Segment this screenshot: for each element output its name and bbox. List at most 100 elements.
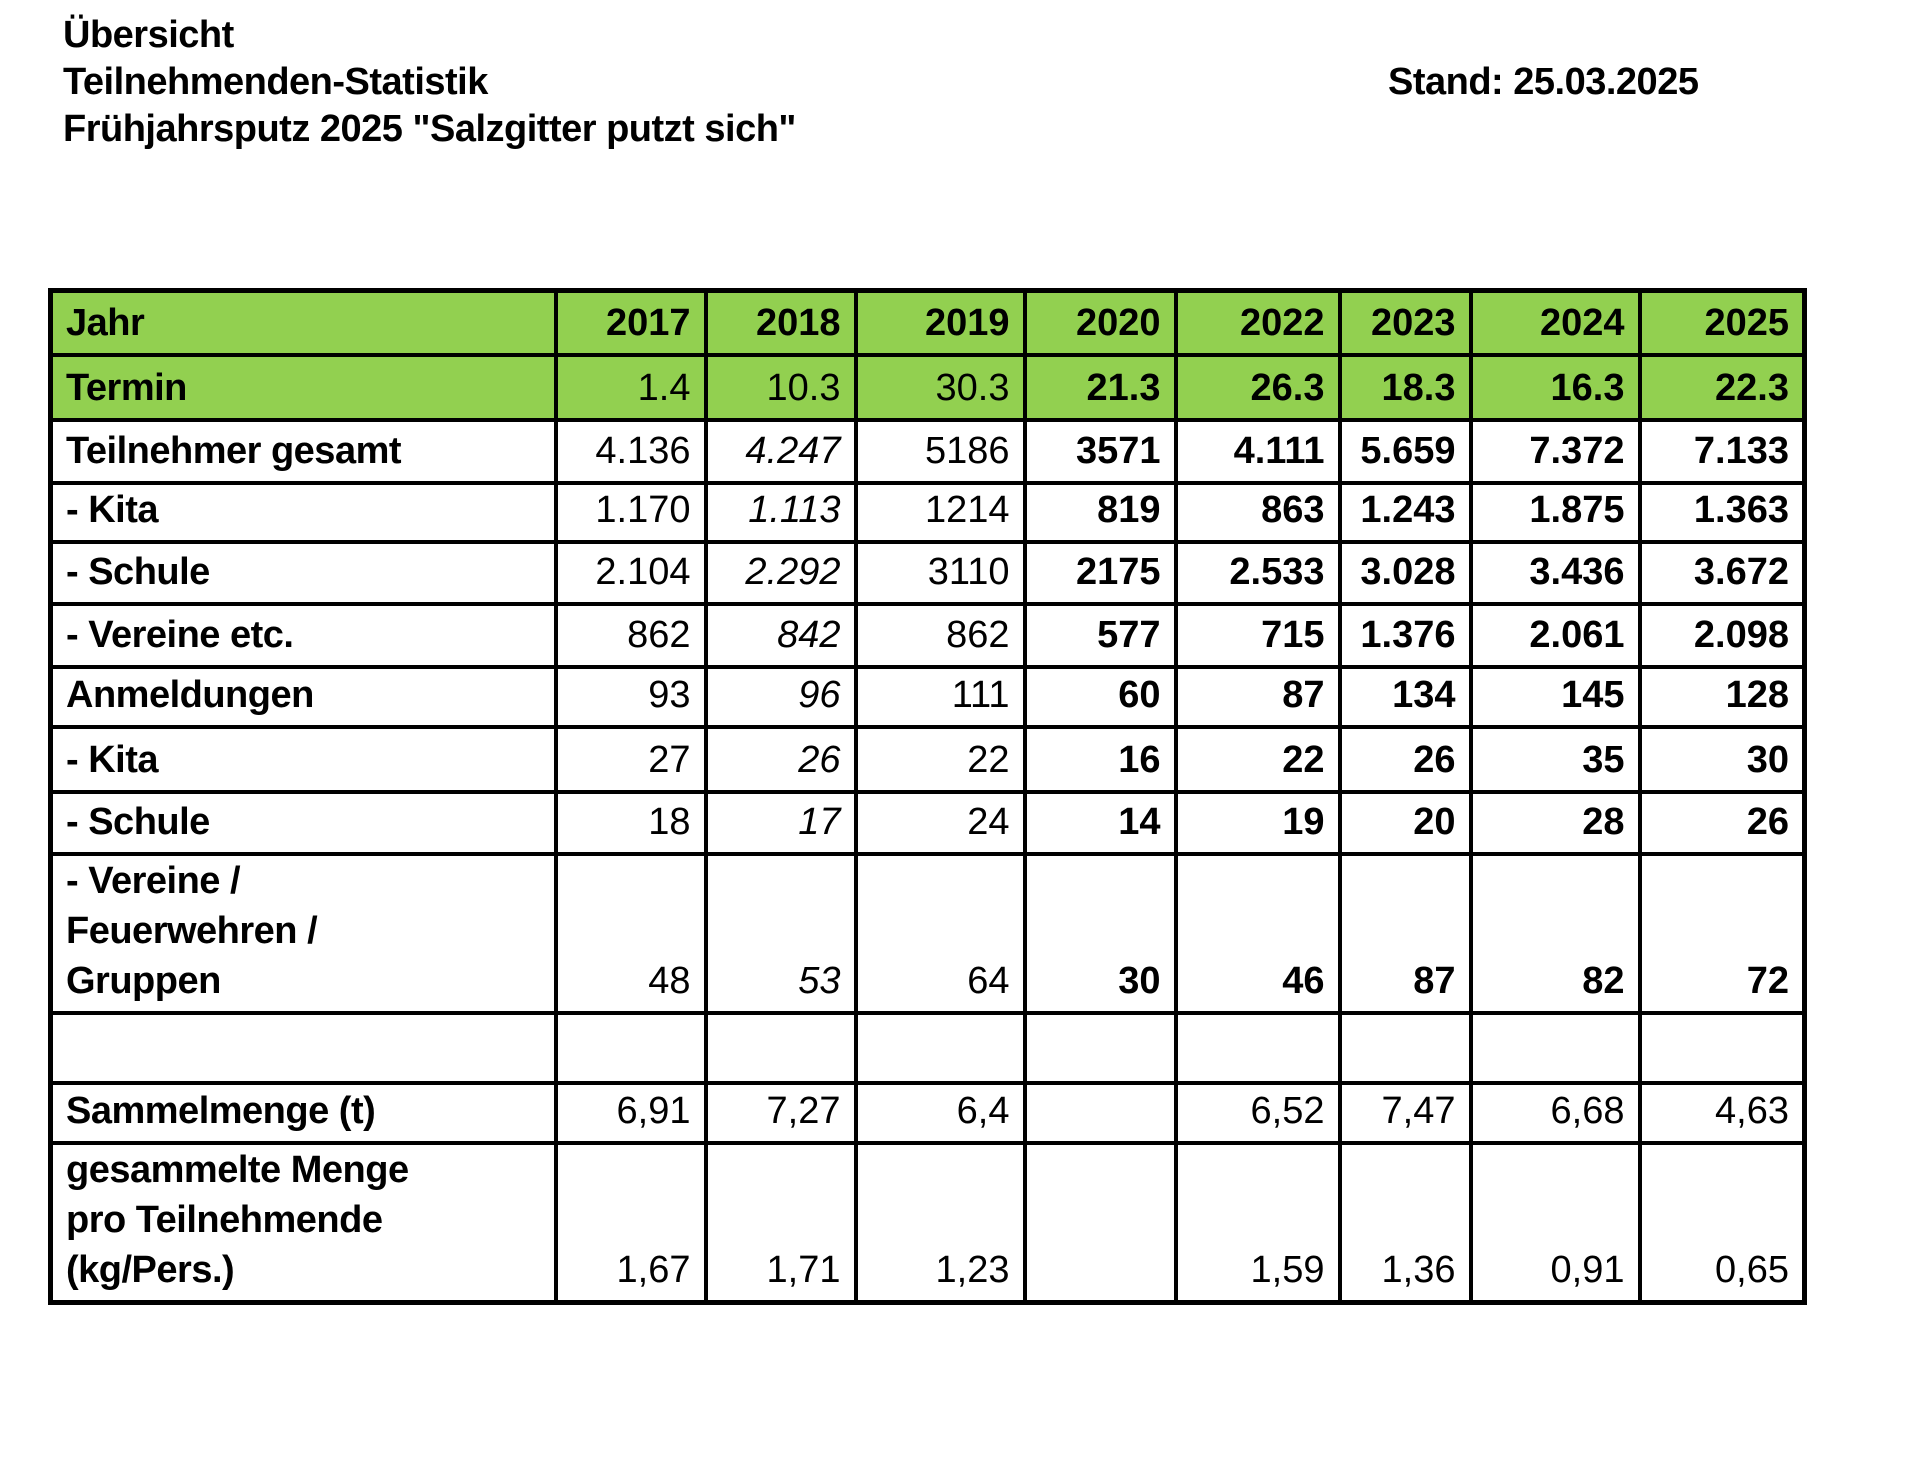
cell-value: 862	[853, 601, 1027, 669]
table-row: Teilnehmer gesamt 4.136 4.247 5186 3571 4.111…	[48, 417, 1807, 485]
cell-value: 16.3	[1468, 352, 1642, 422]
table-row: - Kita 1.170 1.113 1214 819 863 1.243 1.875 1.36…	[48, 480, 1807, 544]
row-label: - Kita	[48, 724, 558, 794]
cell-value: 7.372	[1468, 417, 1642, 485]
cell-value: 7.133	[1637, 417, 1807, 485]
table-row: Termin 1.4 10.3 30.3 21.3 26.3 18.3 16.3 22.3	[48, 352, 1807, 422]
table-row: gesammelte Menge pro Teilnehmende (kg/Pe…	[48, 1140, 1807, 1304]
title-line-3: Frühjahrsputz 2025 "Salzgitter putzt sic…	[63, 108, 796, 150]
cell-value: 1.376	[1337, 601, 1473, 669]
table-body: Jahr 2017 2018 2019 2020 2022 2023 2024 2025 Term…	[48, 288, 1807, 1304]
cell-value: 30	[1637, 724, 1807, 794]
table-row: - Kita 27 26 22 16 22 26 35 30	[48, 724, 1807, 794]
table-row: Sammelmenge (t) 6,91 7,27 6,4 6,52 7,47 6,68 4,…	[48, 1080, 1807, 1145]
row-label: Sammelmenge (t)	[48, 1080, 558, 1145]
cell-value: 2024	[1468, 288, 1642, 357]
cell-value: 1,67	[553, 1140, 708, 1304]
cell-value: 862	[553, 601, 708, 669]
cell-value: 2.292	[703, 539, 858, 606]
cell-value: 7,47	[1337, 1080, 1473, 1145]
table-row: - Vereine etc. 862 842 862 577 715 1.376 2.061 2…	[48, 601, 1807, 669]
cell-value	[1022, 1010, 1178, 1085]
row-label: - Schule	[48, 789, 558, 856]
table-row: - Schule 18 17 24 14 19 20 28 26	[48, 789, 1807, 856]
cell-value: 1214	[853, 480, 1027, 544]
cell-value: 16	[1022, 724, 1178, 794]
table-row: Jahr 2017 2018 2019 2020 2022 2023 2024 2025	[48, 288, 1807, 357]
table-container: Jahr 2017 2018 2019 2020 2022 2023 2024 2025 Term…	[48, 288, 1807, 1305]
cell-value: 577	[1022, 601, 1178, 669]
cell-value: 145	[1468, 664, 1642, 729]
cell-value: 87	[1173, 664, 1342, 729]
row-label: Teilnehmer gesamt	[48, 417, 558, 485]
cell-value: 53	[703, 851, 858, 1015]
cell-value: 2.533	[1173, 539, 1342, 606]
statistics-table: Jahr 2017 2018 2019 2020 2022 2023 2024 2025 Term…	[48, 288, 1807, 1305]
row-label: Termin	[48, 352, 558, 422]
row-label: - Vereine etc.	[48, 601, 558, 669]
cell-value: 1.363	[1637, 480, 1807, 544]
cell-value	[1468, 1010, 1642, 1085]
cell-value: 18.3	[1337, 352, 1473, 422]
cell-value: 134	[1337, 664, 1473, 729]
cell-value: 3.436	[1468, 539, 1642, 606]
cell-value: 24	[853, 789, 1027, 856]
cell-value: 4.136	[553, 417, 708, 485]
cell-value: 819	[1022, 480, 1178, 544]
cell-value: 1,36	[1337, 1140, 1473, 1304]
cell-value: 6,91	[553, 1080, 708, 1145]
row-label: - Kita	[48, 480, 558, 544]
cell-value: 82	[1468, 851, 1642, 1015]
cell-value: 6,52	[1173, 1080, 1342, 1145]
cell-value: 35	[1468, 724, 1642, 794]
cell-value: 87	[1337, 851, 1473, 1015]
cell-value: 22.3	[1637, 352, 1807, 422]
cell-value: 715	[1173, 601, 1342, 669]
cell-value: 64	[853, 851, 1027, 1015]
cell-value: 1.170	[553, 480, 708, 544]
cell-value: 2018	[703, 288, 858, 357]
cell-value: 128	[1637, 664, 1807, 729]
row-label: Anmeldungen	[48, 664, 558, 729]
cell-value: 2022	[1173, 288, 1342, 357]
table-row: - Schule 2.104 2.292 3110 2175 2.533 3.028 3.43…	[48, 539, 1807, 606]
cell-value: 4.111	[1173, 417, 1342, 485]
cell-value	[1022, 1080, 1178, 1145]
table-row: Anmeldungen 93 96 111 60 87 134 145 128	[48, 664, 1807, 729]
cell-value: 1,59	[1173, 1140, 1342, 1304]
table-row	[48, 1010, 1807, 1085]
cell-value: 2025	[1637, 288, 1807, 357]
cell-value: 22	[1173, 724, 1342, 794]
cell-value: 5.659	[1337, 417, 1473, 485]
cell-value: 2019	[853, 288, 1027, 357]
cell-value: 1.875	[1468, 480, 1642, 544]
cell-value: 3571	[1022, 417, 1178, 485]
cell-value: 842	[703, 601, 858, 669]
cell-value: 4.247	[703, 417, 858, 485]
cell-value: 3.672	[1637, 539, 1807, 606]
document-header: Übersicht Teilnehmenden-Statistik Frühja…	[63, 12, 796, 153]
cell-value: 22	[853, 724, 1027, 794]
cell-value: 7,27	[703, 1080, 858, 1145]
cell-value: 14	[1022, 789, 1178, 856]
cell-value: 26	[1337, 724, 1473, 794]
cell-value: 0,65	[1637, 1140, 1807, 1304]
cell-value: 2.098	[1637, 601, 1807, 669]
row-label: - Schule	[48, 539, 558, 606]
cell-value: 1.113	[703, 480, 858, 544]
cell-value: 96	[703, 664, 858, 729]
cell-value: 1.4	[553, 352, 708, 422]
row-label: gesammelte Menge pro Teilnehmende (kg/Pe…	[48, 1140, 558, 1304]
cell-value	[853, 1010, 1027, 1085]
cell-value: 26	[703, 724, 858, 794]
cell-value: 46	[1173, 851, 1342, 1015]
cell-value: 111	[853, 664, 1027, 729]
cell-value: 2017	[553, 288, 708, 357]
cell-value	[1637, 1010, 1807, 1085]
cell-value: 1.243	[1337, 480, 1473, 544]
cell-value: 2020	[1022, 288, 1178, 357]
cell-value: 93	[553, 664, 708, 729]
cell-value	[1337, 1010, 1473, 1085]
cell-value: 3.028	[1337, 539, 1473, 606]
cell-value: 30	[1022, 851, 1178, 1015]
